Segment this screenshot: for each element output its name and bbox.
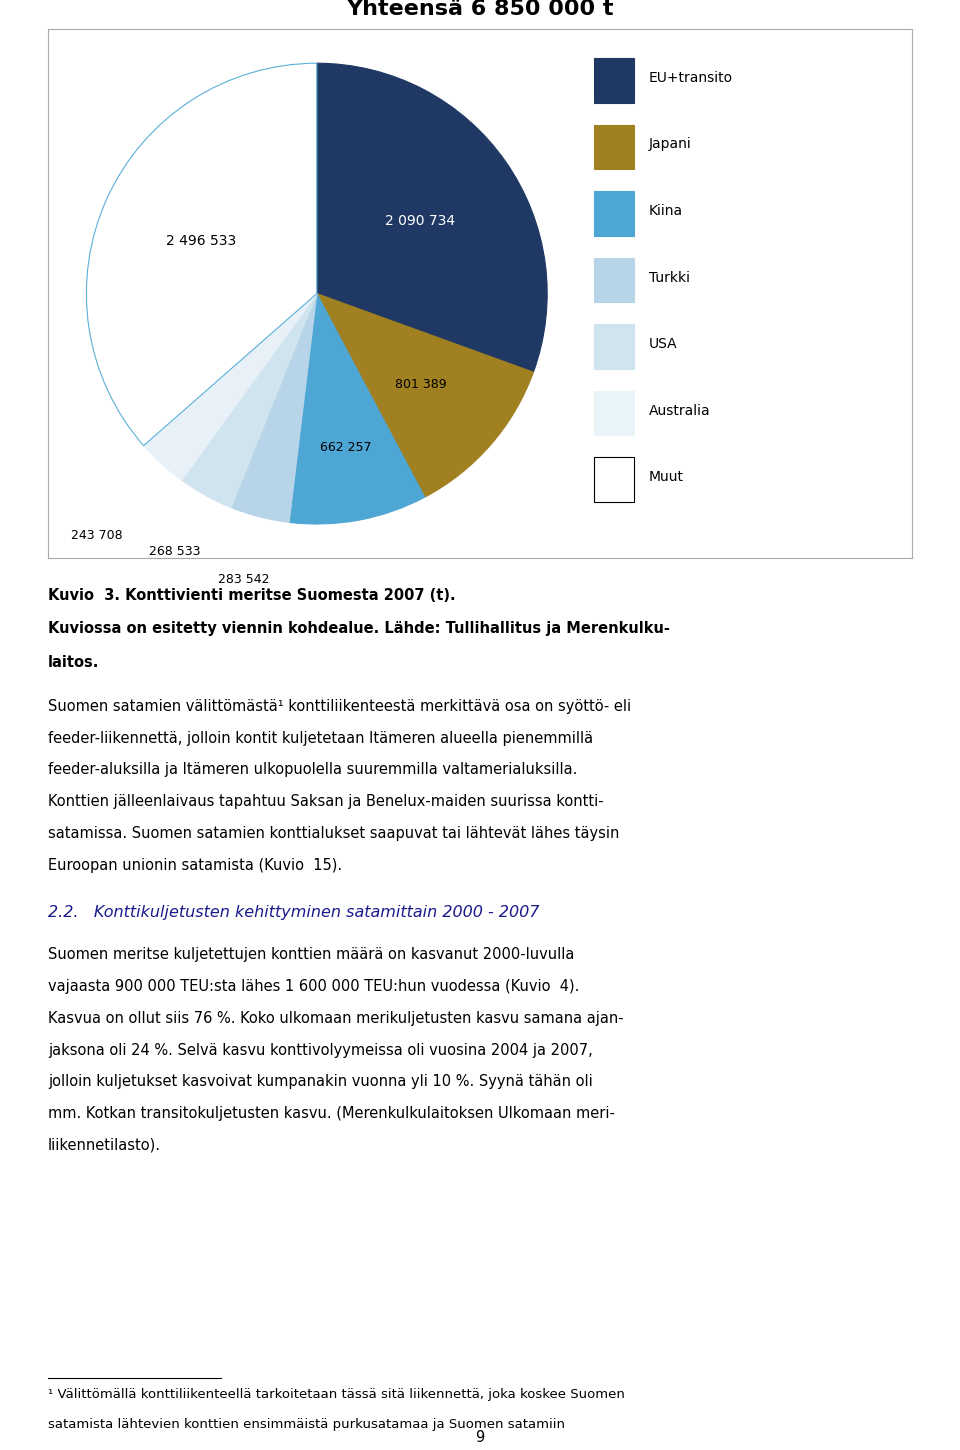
Text: jolloin kuljetukset kasvoivat kumpanakin vuonna yli 10 %. Syynä tähän oli: jolloin kuljetukset kasvoivat kumpanakin…	[48, 1074, 592, 1089]
Text: Turkki: Turkki	[649, 271, 690, 284]
Text: 2.2.   Konttikuljetusten kehittyminen satamittain 2000 - 2007: 2.2. Konttikuljetusten kehittyminen sata…	[48, 905, 540, 921]
Text: Kuvio  3. Konttivienti meritse Suomesta 2007 (t).: Kuvio 3. Konttivienti meritse Suomesta 2…	[48, 587, 456, 603]
FancyBboxPatch shape	[594, 191, 635, 236]
Text: 243 708: 243 708	[71, 529, 122, 542]
Text: Kasvua on ollut siis 76 %. Koko ulkomaan merikuljetusten kasvu samana ajan-: Kasvua on ollut siis 76 %. Koko ulkomaan…	[48, 1011, 624, 1027]
Wedge shape	[231, 293, 317, 522]
Text: satamissa. Suomen satamien konttialukset saapuvat tai lähtevät lähes täysin: satamissa. Suomen satamien konttialukset…	[48, 826, 619, 841]
FancyBboxPatch shape	[594, 58, 635, 103]
Text: mm. Kotkan transitokuljetusten kasvu. (Merenkulkulaitoksen Ulkomaan meri-: mm. Kotkan transitokuljetusten kasvu. (M…	[48, 1106, 614, 1121]
Text: feeder-liikennettä, jolloin kontit kuljetetaan Itämeren alueella pienemmillä: feeder-liikennettä, jolloin kontit kulje…	[48, 731, 593, 745]
FancyBboxPatch shape	[594, 258, 635, 302]
Text: Euroopan unionin satamista (Kuvio  15).: Euroopan unionin satamista (Kuvio 15).	[48, 857, 342, 873]
Text: Suomen satamien välittömästä¹ konttiliikenteestä merkittävä osa on syöttö- eli: Suomen satamien välittömästä¹ konttiliik…	[48, 699, 631, 713]
Wedge shape	[86, 64, 317, 445]
Text: laitos.: laitos.	[48, 655, 100, 670]
Text: satamista lähtevien konttien ensimmäistä purkusatamaa ja Suomen satamiin: satamista lähtevien konttien ensimmäistä…	[48, 1418, 565, 1431]
Wedge shape	[317, 293, 534, 497]
Text: vajaasta 900 000 TEU:sta lähes 1 600 000 TEU:hun vuodessa (Kuvio  4).: vajaasta 900 000 TEU:sta lähes 1 600 000…	[48, 979, 580, 995]
Text: Australia: Australia	[649, 403, 710, 418]
Text: Muut: Muut	[649, 470, 684, 484]
Text: ¹ Välittömällä konttiliikenteellä tarkoitetaan tässä sitä liikennettä, joka kosk: ¹ Välittömällä konttiliikenteellä tarkoi…	[48, 1388, 625, 1401]
Text: 801 389: 801 389	[396, 378, 447, 392]
Text: jaksona oli 24 %. Selvä kasvu konttivolyymeissa oli vuosina 2004 ja 2007,: jaksona oli 24 %. Selvä kasvu konttivoly…	[48, 1043, 592, 1057]
Text: Konttien jälleenlaivaus tapahtuu Saksan ja Benelux-maiden suurissa kontti-: Konttien jälleenlaivaus tapahtuu Saksan …	[48, 795, 604, 809]
FancyBboxPatch shape	[594, 458, 635, 502]
Text: Japani: Japani	[649, 138, 692, 151]
FancyBboxPatch shape	[594, 125, 635, 170]
Text: 9: 9	[475, 1430, 485, 1444]
Text: 662 257: 662 257	[320, 441, 372, 454]
Wedge shape	[317, 64, 547, 373]
Wedge shape	[181, 293, 317, 508]
Text: EU+transito: EU+transito	[649, 71, 733, 86]
Text: Kuviossa on esitetty viennin kohdealue. Lähde: Tullihallitus ja Merenkulku-: Kuviossa on esitetty viennin kohdealue. …	[48, 621, 670, 637]
Text: feeder-aluksilla ja Itämeren ulkopuolella suuremmilla valtamerialuksilla.: feeder-aluksilla ja Itämeren ulkopuolell…	[48, 763, 577, 777]
Text: 268 533: 268 533	[149, 545, 201, 558]
Text: 283 542: 283 542	[218, 573, 270, 586]
Text: 2 496 533: 2 496 533	[166, 235, 236, 248]
Wedge shape	[289, 293, 424, 523]
Wedge shape	[144, 293, 317, 480]
FancyBboxPatch shape	[594, 392, 635, 435]
Text: USA: USA	[649, 336, 678, 351]
Text: Kiina: Kiina	[649, 204, 684, 218]
Text: 2 090 734: 2 090 734	[386, 215, 456, 228]
Text: liikennetilasto).: liikennetilasto).	[48, 1138, 161, 1153]
FancyBboxPatch shape	[594, 325, 635, 368]
Text: Suomen meritse kuljetettujen konttien määrä on kasvanut 2000-luvulla: Suomen meritse kuljetettujen konttien mä…	[48, 947, 574, 963]
Title: Konttivienti meritse 2007 (t)
Yhteensä 6 850 000 t: Konttivienti meritse 2007 (t) Yhteensä 6…	[300, 0, 660, 19]
